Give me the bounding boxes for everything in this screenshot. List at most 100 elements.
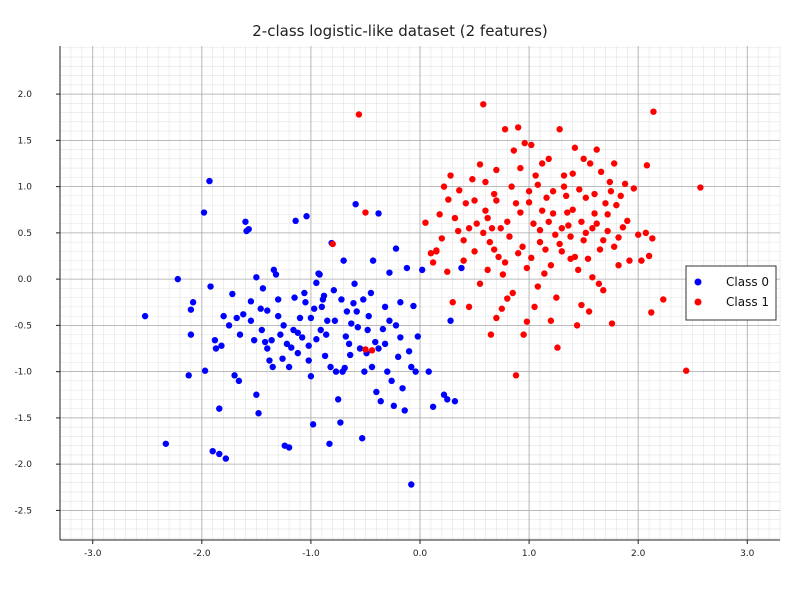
data-point xyxy=(649,235,656,242)
data-point xyxy=(531,303,538,311)
data-point xyxy=(552,231,559,238)
data-point xyxy=(305,357,312,364)
data-point xyxy=(201,367,209,374)
data-point xyxy=(523,318,531,325)
data-point xyxy=(247,317,255,324)
data-point xyxy=(602,200,609,207)
data-point xyxy=(567,233,574,240)
data-point xyxy=(589,274,596,281)
data-point xyxy=(285,444,293,451)
data-point xyxy=(525,199,533,206)
data-point xyxy=(216,405,223,412)
data-point xyxy=(541,270,548,277)
data-point xyxy=(471,197,478,204)
data-point xyxy=(355,111,363,118)
data-point xyxy=(218,342,225,349)
data-point xyxy=(519,243,526,250)
major-grid xyxy=(60,46,780,540)
data-point xyxy=(597,168,605,176)
data-point xyxy=(447,172,454,179)
data-point xyxy=(242,218,249,225)
data-point xyxy=(346,351,354,359)
data-point xyxy=(460,257,467,264)
data-point xyxy=(564,209,571,216)
y-tick-label: 1.5 xyxy=(18,136,32,146)
data-point xyxy=(200,209,208,216)
data-point xyxy=(560,172,568,179)
data-point xyxy=(558,225,566,232)
data-point xyxy=(512,372,520,379)
data-point xyxy=(288,344,295,351)
y-axis-ticks: -2.5 -2.0 -1.5 -1.0 -0.5 0.0 0.5 1.0 1.5 2.0 xyxy=(14,90,60,516)
data-point xyxy=(392,245,400,252)
data-point xyxy=(233,314,240,322)
data-point xyxy=(591,190,598,198)
data-point xyxy=(222,455,230,462)
data-point xyxy=(536,226,544,234)
data-point xyxy=(352,200,359,208)
data-point xyxy=(591,210,598,217)
data-point xyxy=(377,398,384,405)
data-point xyxy=(487,331,495,338)
data-point xyxy=(480,101,487,108)
data-point xyxy=(305,342,312,349)
data-point xyxy=(514,124,522,131)
data-point xyxy=(567,255,574,262)
data-point xyxy=(216,450,223,458)
data-point xyxy=(348,320,355,327)
data-point xyxy=(245,225,252,233)
data-point xyxy=(334,396,342,403)
data-point xyxy=(294,349,302,357)
data-point xyxy=(350,299,357,307)
data-point xyxy=(476,280,484,287)
data-point xyxy=(630,185,638,192)
data-point xyxy=(521,139,528,147)
data-point xyxy=(440,183,448,190)
data-point xyxy=(399,385,406,392)
data-point xyxy=(274,296,282,303)
data-point xyxy=(412,368,419,375)
data-point xyxy=(543,194,550,201)
y-tick-label: -2.0 xyxy=(14,460,32,470)
data-point xyxy=(303,213,310,220)
data-point xyxy=(340,257,347,264)
y-tick-label: -0.5 xyxy=(14,321,32,331)
data-point xyxy=(484,266,491,274)
data-point xyxy=(514,250,522,257)
data-point xyxy=(469,176,476,183)
data-point xyxy=(578,301,585,309)
legend-label: Class 0 xyxy=(726,275,769,289)
data-point xyxy=(562,192,570,200)
data-point xyxy=(397,299,404,306)
data-point xyxy=(408,481,415,488)
data-point xyxy=(482,178,489,186)
data-point xyxy=(471,248,478,255)
data-point xyxy=(528,141,535,149)
data-point xyxy=(343,308,351,315)
data-point xyxy=(444,268,451,275)
data-point xyxy=(414,333,422,340)
data-point xyxy=(576,186,583,193)
data-point xyxy=(255,410,262,417)
data-point xyxy=(638,257,645,264)
data-point xyxy=(274,312,282,320)
y-tick-label: 0.0 xyxy=(18,275,33,285)
data-point xyxy=(296,314,304,322)
data-point xyxy=(593,220,600,227)
data-point xyxy=(298,334,306,341)
data-point xyxy=(316,271,323,278)
data-point xyxy=(310,305,318,312)
data-point xyxy=(258,326,266,334)
data-point xyxy=(476,161,484,168)
data-point xyxy=(189,299,197,306)
data-point xyxy=(604,211,611,218)
legend-marker xyxy=(694,278,702,286)
data-point xyxy=(569,206,576,213)
data-point xyxy=(341,364,348,372)
data-point xyxy=(534,283,542,290)
data-point xyxy=(174,275,182,283)
data-point xyxy=(530,220,537,227)
data-point xyxy=(324,317,331,324)
data-point xyxy=(554,344,561,351)
data-point xyxy=(569,170,576,177)
